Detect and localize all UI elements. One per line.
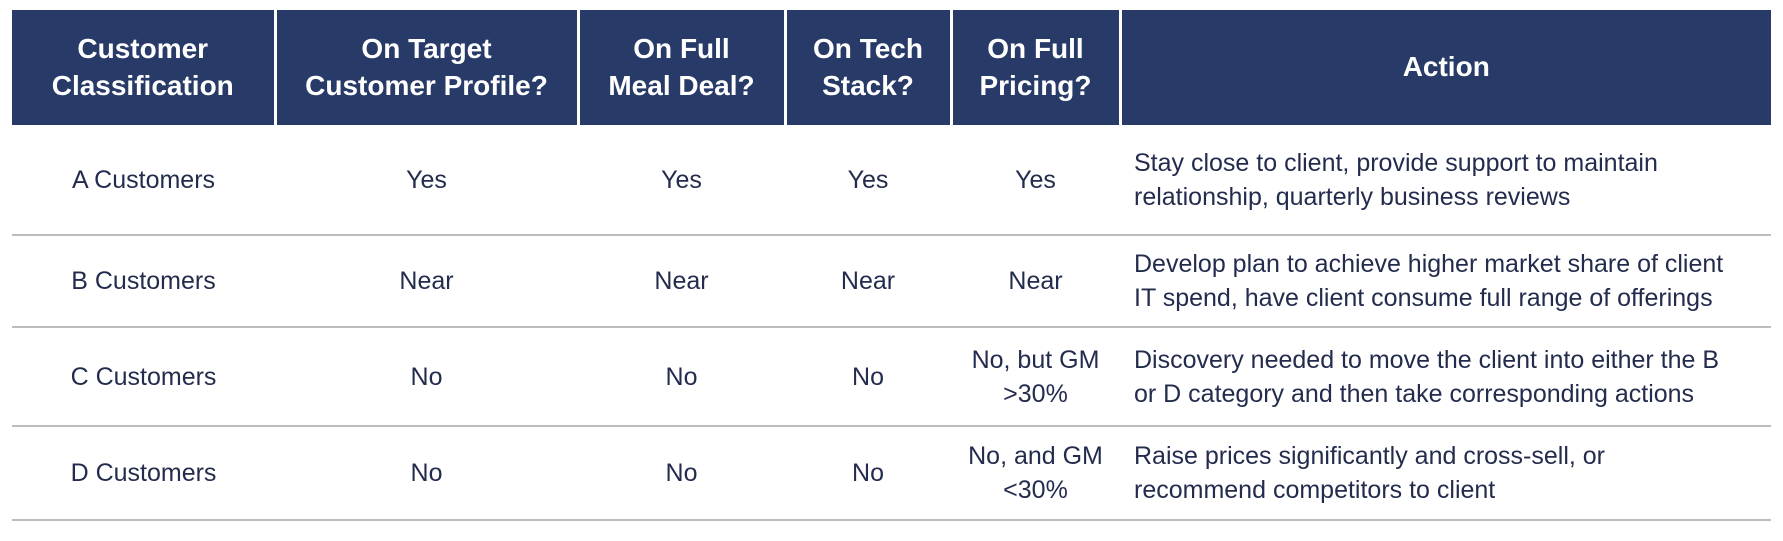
header-row: Customer Classification On Target Custom… [12, 10, 1771, 125]
column-header-on-full-meal-deal: On Full Meal Deal? [576, 10, 785, 125]
customer-classification-table-container: Customer Classification On Target Custom… [12, 10, 1771, 521]
column-header-action: Action [1118, 10, 1771, 125]
cell-pricing: Near [951, 235, 1120, 328]
column-header-on-target-customer-profile: On Target Customer Profile? [273, 10, 578, 125]
cell-meal-deal: No [578, 426, 785, 521]
table-body: A Customers Yes Yes Yes Yes Stay close t… [12, 125, 1771, 521]
cell-target-profile: No [275, 327, 578, 427]
column-header-customer-classification: Customer Classification [12, 10, 275, 125]
cell-pricing: No, but GM >30% [951, 327, 1120, 427]
cell-tech-stack: No [785, 327, 951, 427]
cell-pricing: No, and GM <30% [951, 426, 1120, 521]
cell-meal-deal: Near [578, 235, 785, 328]
cell-target-profile: No [275, 426, 578, 521]
column-header-on-full-pricing: On Full Pricing? [949, 10, 1120, 125]
customer-classification-table: Customer Classification On Target Custom… [12, 10, 1771, 521]
cell-action: Discovery needed to move the client into… [1120, 327, 1771, 427]
cell-action: Develop plan to achieve higher market sh… [1120, 235, 1771, 328]
table-row-b-customers: B Customers Near Near Near Near Develop … [12, 235, 1771, 328]
cell-action: Stay close to client, provide support to… [1120, 125, 1771, 236]
table-header: Customer Classification On Target Custom… [12, 10, 1771, 125]
cell-target-profile: Yes [275, 125, 578, 236]
cell-tech-stack: Yes [785, 125, 951, 236]
cell-meal-deal: Yes [578, 125, 785, 236]
table-row-d-customers: D Customers No No No No, and GM <30% Rai… [12, 426, 1771, 521]
cell-classification: C Customers [12, 327, 275, 427]
cell-meal-deal: No [578, 327, 785, 427]
table-row-c-customers: C Customers No No No No, but GM >30% Dis… [12, 327, 1771, 427]
cell-tech-stack: Near [785, 235, 951, 328]
table-row-a-customers: A Customers Yes Yes Yes Yes Stay close t… [12, 125, 1771, 236]
cell-action: Raise prices significantly and cross-sel… [1120, 426, 1771, 521]
cell-tech-stack: No [785, 426, 951, 521]
cell-pricing: Yes [951, 125, 1120, 236]
column-header-on-tech-stack: On Tech Stack? [783, 10, 951, 125]
cell-classification: A Customers [12, 125, 275, 236]
cell-target-profile: Near [275, 235, 578, 328]
cell-classification: B Customers [12, 235, 275, 328]
cell-classification: D Customers [12, 426, 275, 521]
